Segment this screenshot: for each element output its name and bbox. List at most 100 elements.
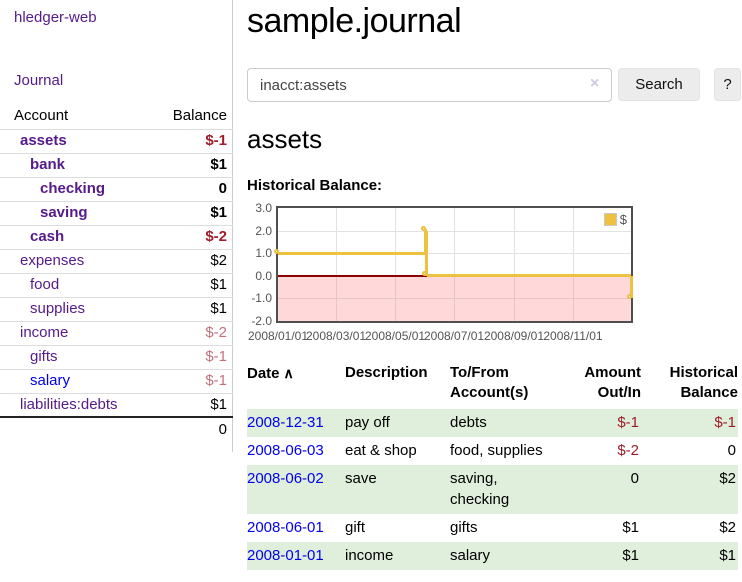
account-name-cell: bank: [0, 152, 155, 177]
y-axis-tick-label: -1.0: [251, 291, 272, 306]
amount-cell: $-1: [566, 409, 641, 437]
series-segment: [425, 230, 429, 276]
series-segment: [629, 275, 633, 299]
sidebar: hledger-web Journal Account Balance asse…: [0, 0, 233, 452]
account-name-cell: saving: [0, 200, 155, 225]
x-axis-tick-label: 2008/09/01: [483, 329, 544, 343]
date-cell: 2008-06-01: [247, 514, 345, 542]
transaction-date-link[interactable]: 2008-12-31: [247, 414, 324, 431]
series-swatch-icon: [603, 213, 617, 226]
balance-cell: $-1: [641, 409, 738, 437]
series-segment: [278, 251, 425, 255]
column-header-amount: Amount Out/In: [584, 364, 641, 401]
sidebar-account-row: salary $-1: [0, 368, 233, 393]
transaction-date-link[interactable]: 2008-01-01: [247, 547, 324, 564]
balance-cell: $2: [719, 519, 736, 536]
balance-cell: $1: [641, 542, 738, 570]
sidebar-account-row: income $-2: [0, 320, 233, 345]
account-name-cell: cash: [0, 224, 155, 249]
gridline: [336, 208, 338, 321]
page-title: sample.journal: [247, 2, 462, 40]
main-content: sample.journal × Search ? assets Histori…: [247, 0, 742, 582]
account-balance: 0: [154, 176, 233, 201]
account-balance: $1: [154, 152, 233, 177]
date-cell: 2008-12-31: [247, 409, 345, 437]
y-axis-tick-label: 1.0: [255, 246, 272, 261]
amount-cell: $-2: [617, 442, 639, 459]
accounts-table: Account Balance assets $-1 bank $1 checking 0…: [0, 103, 233, 441]
gridline: [278, 253, 631, 255]
accounts-header-balance: Balance: [172, 106, 227, 124]
gridline: [572, 208, 574, 321]
account-name-cell: expenses: [0, 248, 155, 273]
date-cell: 2008-06-02: [247, 465, 345, 514]
transaction-row: 2008-01-01 income salary $1 $1: [247, 542, 738, 570]
chart-plot-area: [273, 206, 633, 323]
sidebar-account-row: liabilities:debts $1: [0, 392, 233, 417]
sidebar-account-link[interactable]: supplies: [30, 300, 86, 317]
sidebar-account-link[interactable]: salary: [30, 372, 71, 389]
account-name-cell: salary: [0, 368, 155, 393]
balance-cell: $2: [641, 465, 738, 514]
date-header-label: Date: [247, 365, 280, 382]
sidebar-account-row: checking 0: [0, 176, 233, 201]
gridline: [395, 208, 397, 321]
transaction-date-link[interactable]: 2008-06-03: [247, 442, 324, 459]
gridline: [454, 208, 456, 321]
accounts-cell: gifts: [450, 519, 478, 536]
account-balance: $-1: [154, 128, 233, 153]
data-point-marker: [273, 248, 279, 254]
sidebar-item-journal[interactable]: Journal: [14, 72, 64, 89]
gridline: [278, 298, 631, 300]
gridline: [513, 208, 515, 321]
sidebar-account-link[interactable]: checking: [40, 180, 106, 197]
sidebar-account-link[interactable]: expenses: [20, 252, 85, 269]
accounts-header-account: Account: [14, 106, 69, 124]
sidebar-account-link[interactable]: bank: [30, 156, 66, 173]
y-axis-tick-label: 3.0: [255, 201, 272, 215]
x-axis-tick-label: 2008/07/01: [423, 329, 485, 343]
register-section: Date ∧ Description To/From Account(s) Amo…: [247, 360, 738, 570]
accounts-total-spacer: [0, 416, 155, 441]
series-segment: [423, 230, 427, 254]
column-header-balance: Historical Balance: [669, 364, 738, 401]
account-name-cell: assets: [0, 128, 155, 153]
y-axis-tick-label: 2.0: [255, 223, 272, 238]
column-header-date[interactable]: Date ∧: [247, 360, 345, 409]
account-name-cell: checking: [0, 176, 155, 201]
account-balance: $1: [154, 296, 233, 321]
account-name-cell: food: [0, 272, 155, 297]
sidebar-account-link[interactable]: food: [30, 276, 60, 293]
sidebar-account-link[interactable]: cash: [30, 228, 65, 245]
sidebar-account-row: food $1: [0, 272, 233, 297]
transaction-date-link[interactable]: 2008-06-01: [247, 519, 324, 536]
brand-link[interactable]: hledger-web: [14, 9, 97, 26]
accounts-cell: food, supplies: [450, 442, 543, 459]
search-input[interactable]: [247, 68, 612, 102]
search-button[interactable]: Search: [618, 68, 700, 101]
y-axis-tick-label: -2.0: [251, 314, 272, 328]
help-button[interactable]: ?: [714, 68, 741, 101]
column-header-accounts: To/From Account(s): [450, 364, 529, 401]
sidebar-account-link[interactable]: income: [20, 324, 69, 341]
account-balance: $1: [154, 392, 233, 417]
sidebar-account-link[interactable]: gifts: [30, 348, 58, 365]
date-cell: 2008-01-01: [247, 542, 345, 570]
x-axis-tick-label: 2008/03/01: [305, 329, 367, 343]
transaction-row: 2008-06-02 save saving, checking 0 $2: [247, 465, 738, 514]
y-axis-tick-label: 0.0: [255, 268, 272, 283]
sidebar-account-link[interactable]: liabilities:debts: [20, 395, 118, 413]
transaction-row: 2008-12-31 pay off debts $-1 $-1: [247, 409, 738, 437]
register-table: Date ∧ Description To/From Account(s) Amo…: [247, 360, 738, 570]
x-axis-tick-label: 2008/11/01: [543, 329, 603, 343]
sidebar-account-link[interactable]: saving: [40, 204, 88, 221]
sidebar-account-row: saving $1: [0, 200, 233, 225]
sort-ascending-icon: ∧: [283, 365, 294, 381]
sidebar-account-row: assets $-1: [0, 128, 233, 153]
sidebar-account-link[interactable]: assets: [20, 132, 67, 149]
clear-search-icon[interactable]: ×: [590, 75, 600, 92]
transaction-date-link[interactable]: 2008-06-02: [247, 470, 324, 487]
transaction-row: 2008-06-03 eat & shop food, supplies $-2 0: [247, 437, 738, 465]
date-cell: 2008-06-03: [247, 437, 345, 465]
